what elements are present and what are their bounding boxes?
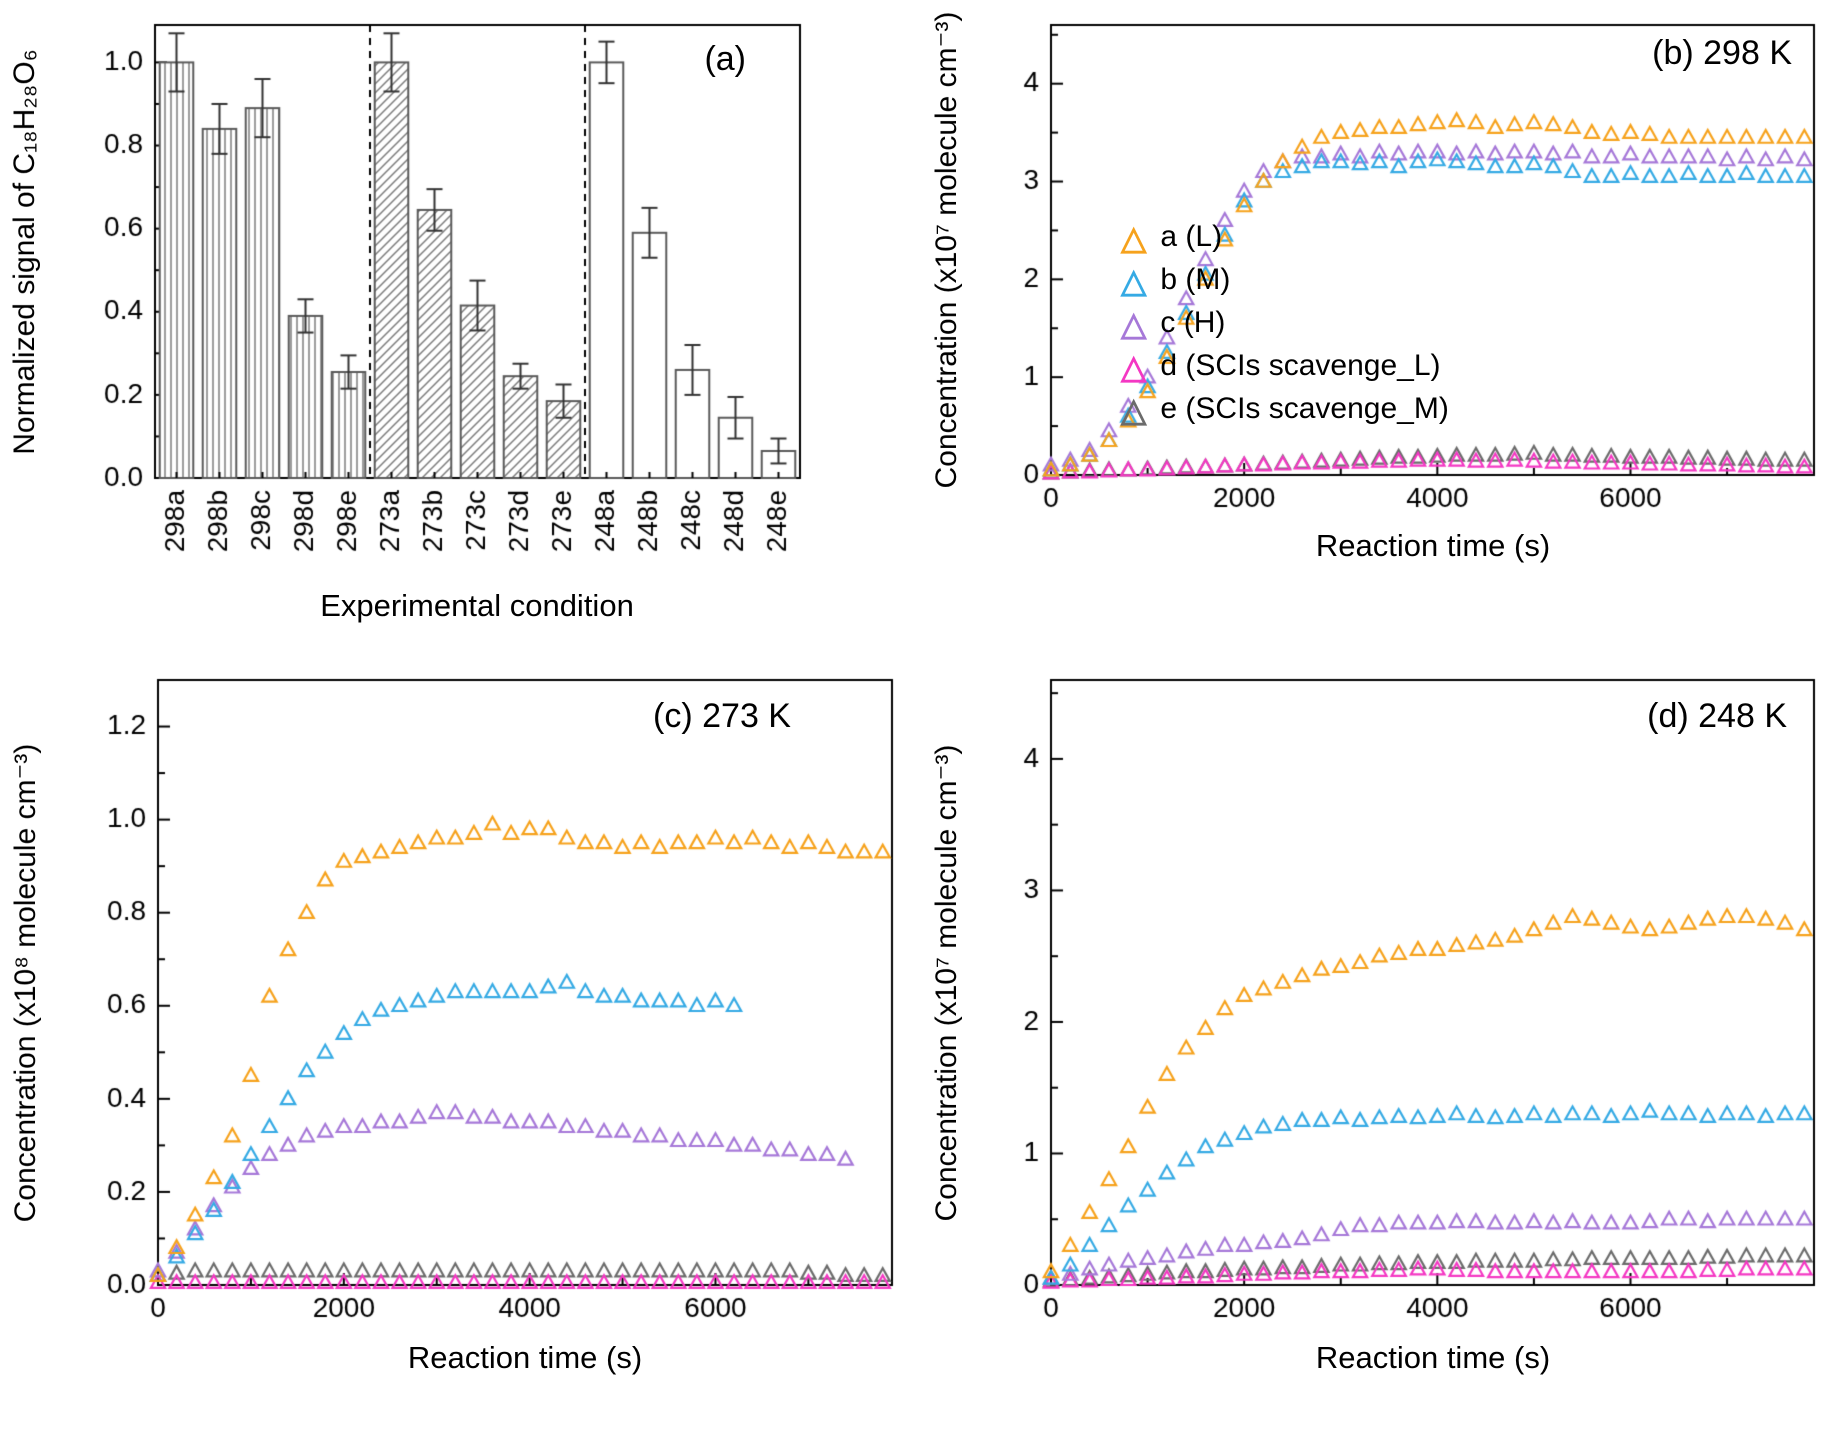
legend-item-a: △ a (L) (1121, 220, 1449, 254)
legend-item-d: △ d (SCIs scavenge_L) (1121, 349, 1449, 383)
legend-label-d: d (SCIs scavenge_L) (1160, 349, 1441, 382)
triangle-marker-icon: △ (1121, 261, 1147, 299)
panel-c-scatter-chart (0, 645, 921, 1453)
panel-b-tag: (b) 298 K (1652, 34, 1792, 72)
panel-a-bar-chart (0, 0, 921, 645)
panel-a-tag: (a) (704, 40, 746, 78)
panel-c: Concentration (x10⁸ molecule cm⁻³) React… (0, 645, 921, 1453)
legend-label-c: c (H) (1160, 306, 1226, 339)
panel-d-x-axis-label: Reaction time (s) (1315, 1340, 1551, 1375)
panel-c-x-axis-label: Reaction time (s) (407, 1340, 643, 1375)
triangle-marker-icon: △ (1121, 304, 1147, 342)
panel-d-y-axis-label: Concentration (x10⁷ molecule cm⁻³) (930, 744, 963, 1222)
legend: △ a (L) △ b (M) △ c (H) △ d (SCIs scaven… (1121, 220, 1449, 426)
legend-label-a: a (L) (1160, 220, 1223, 253)
panel-b-x-axis-label: Reaction time (s) (1315, 528, 1551, 563)
triangle-marker-icon: △ (1121, 218, 1147, 256)
legend-label-b: b (M) (1160, 263, 1231, 296)
panel-a-x-axis-label: Experimental condition (320, 588, 634, 623)
legend-item-e: △ e (SCIs scavenge_M) (1121, 392, 1449, 426)
legend-label-e: e (SCIs scavenge_M) (1160, 392, 1449, 425)
triangle-marker-icon: △ (1121, 390, 1147, 428)
panel-b-y-axis-label: Concentration (x10⁷ molecule cm⁻³) (930, 11, 963, 489)
panel-d-scatter-chart (921, 645, 1842, 1453)
panel-d-tag: (d) 248 K (1647, 697, 1787, 735)
panel-d: Concentration (x10⁷ molecule cm⁻³) React… (921, 645, 1842, 1453)
triangle-marker-icon: △ (1121, 347, 1147, 385)
panel-b: Concentration (x10⁷ molecule cm⁻³) React… (921, 0, 1842, 645)
legend-item-b: △ b (M) (1121, 263, 1449, 297)
panel-a-y-axis-label: Normalized signal of C₁₈H₂₈O₆ (8, 49, 41, 455)
panel-c-tag: (c) 273 K (653, 697, 791, 735)
legend-item-c: △ c (H) (1121, 306, 1449, 340)
panel-b-scatter-chart (921, 0, 1842, 645)
panel-a: Normalized signal of C₁₈H₂₈O₆ Experiment… (0, 0, 921, 645)
panel-c-y-axis-label: Concentration (x10⁸ molecule cm⁻³) (9, 743, 42, 1223)
